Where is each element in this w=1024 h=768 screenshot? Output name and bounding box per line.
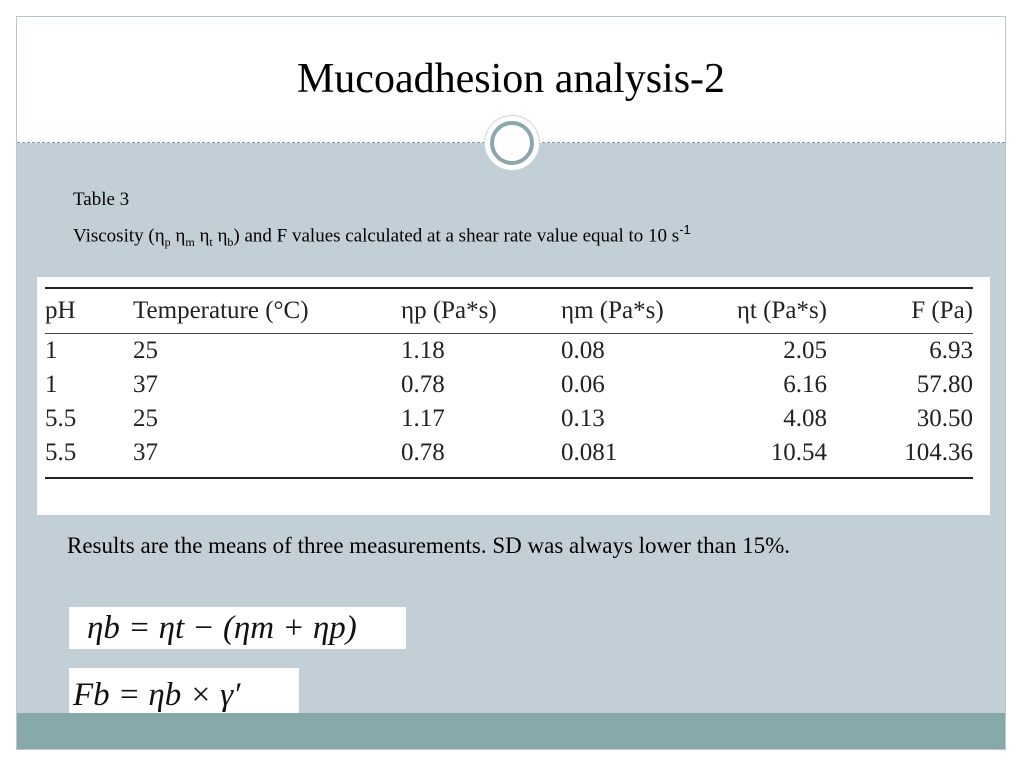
cell-eta-p: 1.17	[401, 405, 445, 432]
table-description: Viscosity (ηp ηm ηt ηb) and F values cal…	[73, 222, 691, 250]
cell-f: 30.50	[916, 405, 973, 432]
header-f: F (Pa)	[827, 287, 973, 334]
cell-temperature: 37	[133, 436, 401, 479]
header-eta-p: ηp (Pa*s)	[401, 287, 561, 334]
footer-band	[17, 713, 1005, 749]
cell-temperature: 25	[133, 337, 158, 364]
cell-eta-t: 4.08	[783, 405, 827, 432]
cell-temperature: 37	[133, 371, 158, 398]
cell-f: 104.36	[827, 436, 973, 479]
cell-eta-m: 0.13	[561, 405, 605, 432]
header-ph: pH	[45, 287, 133, 334]
cell-eta-t: 2.05	[783, 337, 827, 364]
slide: Mucoadhesion analysis-2 Table 3 Viscosit…	[16, 16, 1006, 750]
equation-eta-b: ηb = ηt − (ηm + ηp)	[69, 607, 406, 649]
cell-eta-p: 0.78	[401, 436, 561, 479]
cell-ph: 5.5	[45, 405, 77, 432]
cell-eta-t: 10.54	[711, 436, 827, 479]
table-row: 1 25 1.18 0.08 2.05 6.93	[45, 334, 973, 369]
cell-ph: 5.5	[45, 436, 133, 479]
table-row: 1 37 0.78 0.06 6.16 57.80	[45, 368, 973, 402]
cell-f: 6.93	[929, 337, 973, 364]
cell-eta-m: 0.08	[561, 337, 605, 364]
cell-eta-t: 6.16	[783, 371, 827, 398]
results-note: Results are the means of three measureme…	[67, 533, 791, 558]
header-temperature: Temperature (°C)	[133, 287, 401, 334]
table-image: pH Temperature (°C) ηp (Pa*s) ηm (Pa*s) …	[37, 277, 990, 515]
cell-eta-p: 1.18	[401, 337, 445, 364]
circle-ornament-icon	[484, 115, 540, 171]
data-table: pH Temperature (°C) ηp (Pa*s) ηm (Pa*s) …	[45, 287, 973, 479]
table-header-row: pH Temperature (°C) ηp (Pa*s) ηm (Pa*s) …	[45, 287, 973, 334]
header-eta-t: ηt (Pa*s)	[711, 287, 827, 334]
table-row: 5.5 25 1.17 0.13 4.08 30.50	[45, 402, 973, 436]
cell-ph: 1	[45, 337, 58, 364]
cell-eta-m: 0.06	[561, 371, 605, 398]
header-eta-m: ηm (Pa*s)	[561, 287, 711, 334]
cell-eta-p: 0.78	[401, 371, 445, 398]
cell-f: 57.80	[916, 371, 973, 398]
cell-eta-m: 0.081	[561, 436, 711, 479]
cell-temperature: 25	[133, 405, 158, 432]
cell-ph: 1	[45, 371, 58, 398]
table-caption: Table 3 Viscosity (ηp ηm ηt ηb) and F va…	[73, 185, 691, 257]
table-row: 5.5 37 0.78 0.081 10.54 104.36	[45, 436, 973, 479]
table-label: Table 3	[73, 189, 130, 210]
slide-title: Mucoadhesion analysis-2	[296, 56, 726, 102]
